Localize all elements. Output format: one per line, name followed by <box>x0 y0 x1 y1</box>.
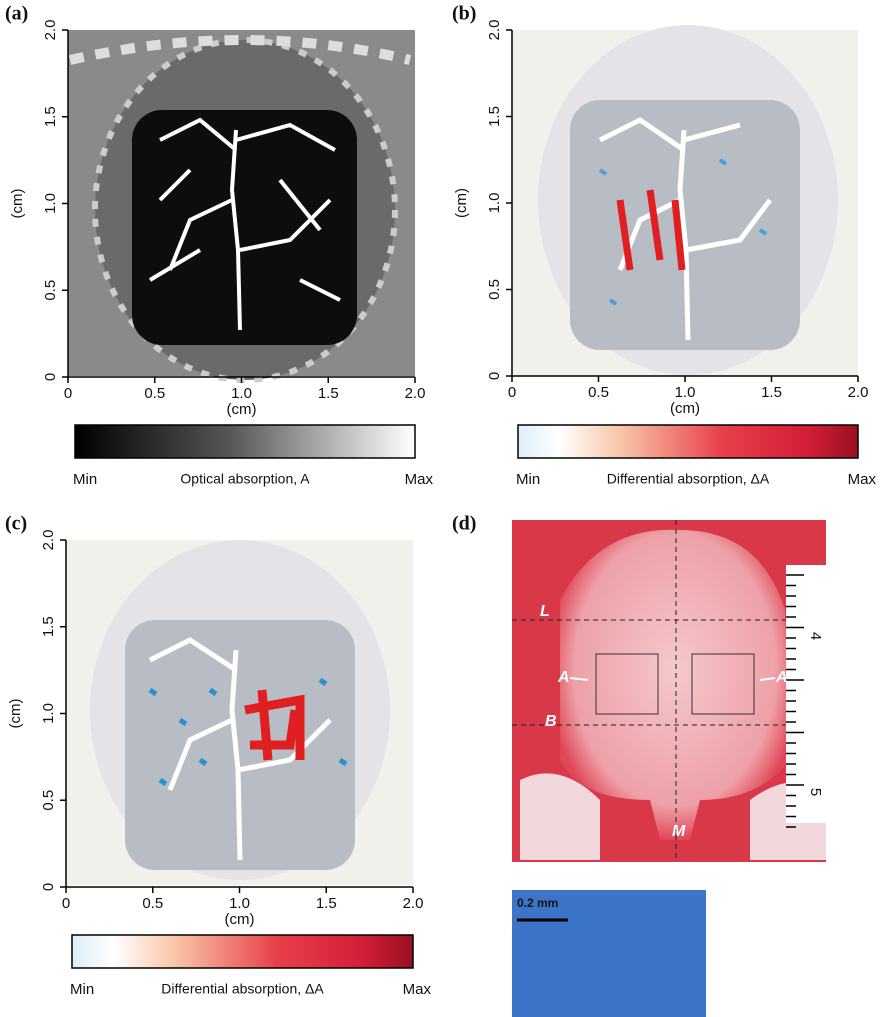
anatomy-label: L <box>540 603 550 620</box>
image-c <box>66 540 413 885</box>
x-tick-label: 2.0 <box>403 895 424 912</box>
colorbar-min: Min <box>516 471 540 488</box>
x-axis-label: (cm) <box>227 401 257 418</box>
panel-label: (b) <box>452 3 476 25</box>
x-tick-label: 2.0 <box>405 385 426 402</box>
colorbar-title: Differential absorption, ΔA <box>161 981 324 997</box>
y-tick-label: 2.0 <box>40 530 57 551</box>
x-tick-label: 1.5 <box>318 385 339 402</box>
x-axis-label: (cm) <box>225 911 255 928</box>
y-tick-label: 0 <box>486 372 503 380</box>
y-tick-label: 1.5 <box>42 106 59 127</box>
y-tick-label: 2.0 <box>486 20 503 41</box>
colorbar-title: Optical absorption, A <box>180 471 310 487</box>
anatomy-label: B <box>545 713 557 730</box>
panel-label: (a) <box>5 3 28 25</box>
x-tick-label: 0.5 <box>144 385 165 402</box>
x-tick-label: 0 <box>508 384 516 401</box>
y-tick-label: 1.0 <box>486 193 503 214</box>
y-tick-label: 0.5 <box>486 279 503 300</box>
x-tick-label: 2.0 <box>848 384 869 401</box>
x-axis-label: (cm) <box>670 400 700 417</box>
y-axis-label: (cm) <box>9 189 26 219</box>
x-tick-label: 1.0 <box>675 384 696 401</box>
y-tick-label: 2.0 <box>42 20 59 41</box>
y-tick-label: 1.5 <box>486 106 503 127</box>
image-b <box>512 25 858 376</box>
ruler-label: 4 <box>807 632 824 640</box>
colorbar-title: Differential absorption, ΔA <box>607 471 770 487</box>
y-tick-label: 0 <box>42 373 59 381</box>
x-tick-label: 0 <box>64 385 72 402</box>
y-axis-label: (cm) <box>7 699 24 729</box>
photo <box>512 520 826 862</box>
x-tick-label: 0.5 <box>588 384 609 401</box>
colorbar <box>72 935 413 968</box>
scale-label: 0.2 mm <box>517 896 558 910</box>
y-tick-label: 0 <box>40 883 57 891</box>
colorbar <box>518 425 858 458</box>
anatomy-label: M <box>672 823 686 840</box>
panel-label: (d) <box>452 513 476 535</box>
y-tick-label: 0.5 <box>40 790 57 811</box>
colorbar-max: Max <box>848 471 877 488</box>
x-tick-label: 0 <box>62 895 70 912</box>
colorbar-min: Min <box>73 471 97 488</box>
y-tick-label: 1.5 <box>40 616 57 637</box>
colorbar-max: Max <box>405 471 434 488</box>
colorbar-min: Min <box>70 981 94 998</box>
figure: 4 5 0.2 mm (d) (a) 0 0.5 1.0 1.5 2.0 0 0.5 1.0 1.5… <box>0 0 880 1017</box>
x-tick-label: 1.5 <box>316 895 337 912</box>
y-tick-label: 0.5 <box>42 280 59 301</box>
image-a <box>68 30 415 380</box>
ruler-label: 5 <box>807 788 824 796</box>
anatomy-label: A <box>557 669 570 686</box>
colorbar <box>75 425 415 458</box>
panel-label: (c) <box>5 513 27 535</box>
x-tick-label: 1.5 <box>761 384 782 401</box>
y-axis-label: (cm) <box>453 188 470 218</box>
anatomy-label: A <box>775 669 788 686</box>
y-tick-label: 1.0 <box>42 193 59 214</box>
x-tick-label: 1.0 <box>229 895 250 912</box>
colorbar-max: Max <box>403 981 432 998</box>
x-tick-label: 0.5 <box>142 895 163 912</box>
x-tick-label: 1.0 <box>231 385 252 402</box>
y-tick-label: 1.0 <box>40 703 57 724</box>
